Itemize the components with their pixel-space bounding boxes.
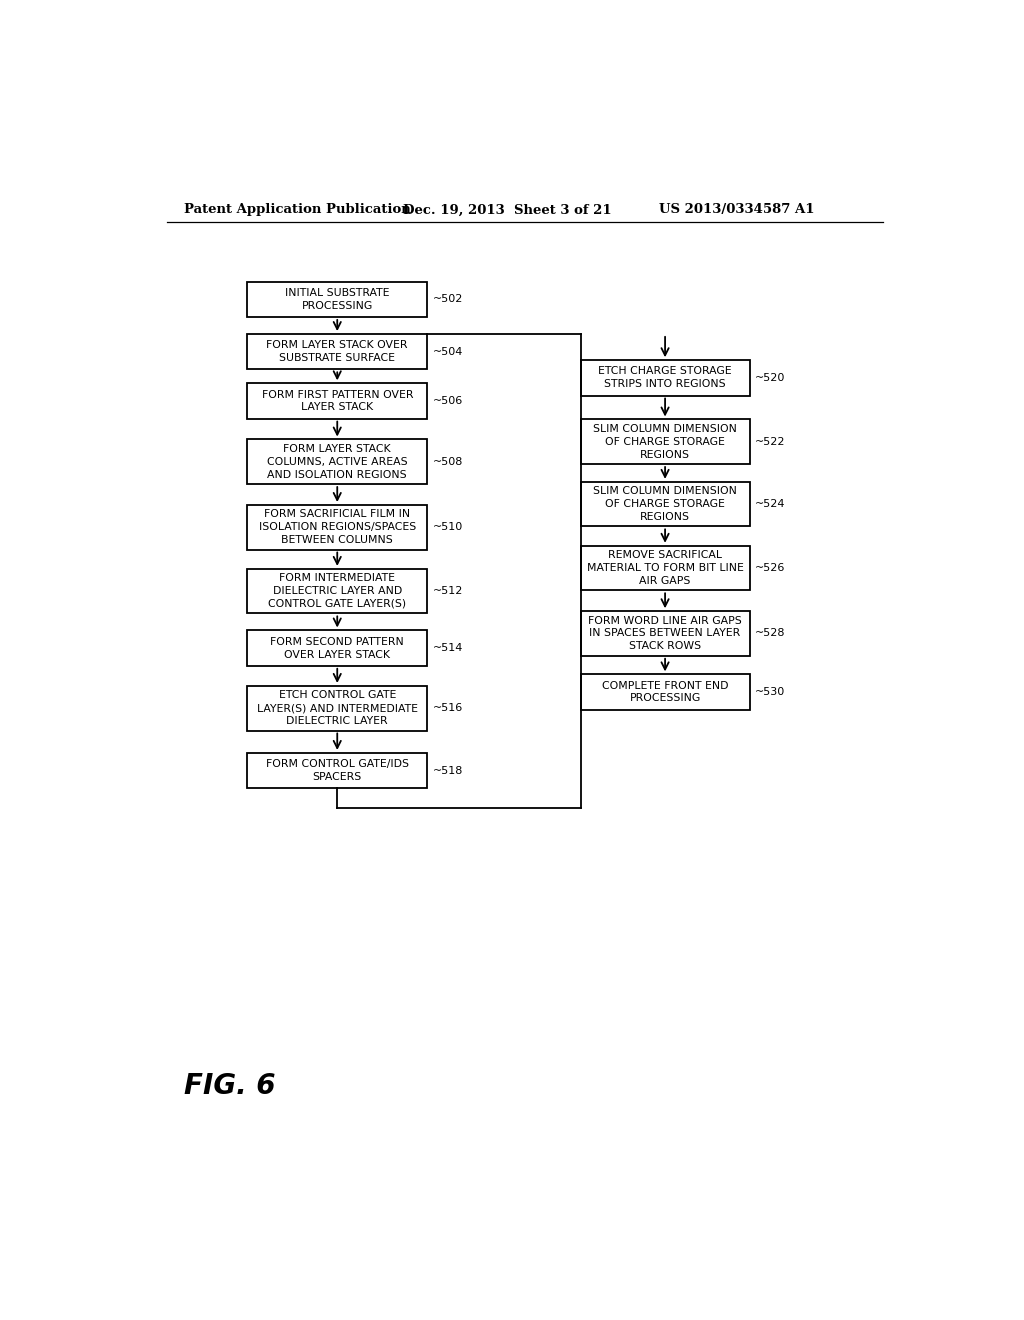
FancyBboxPatch shape [581, 675, 750, 710]
FancyBboxPatch shape [581, 545, 750, 590]
Text: FORM INTERMEDIATE
DIELECTRIC LAYER AND
CONTROL GATE LAYER(S): FORM INTERMEDIATE DIELECTRIC LAYER AND C… [268, 573, 407, 609]
Text: ETCH CONTROL GATE
LAYER(S) AND INTERMEDIATE
DIELECTRIC LAYER: ETCH CONTROL GATE LAYER(S) AND INTERMEDI… [257, 690, 418, 726]
FancyBboxPatch shape [248, 631, 427, 665]
FancyBboxPatch shape [581, 482, 750, 527]
FancyBboxPatch shape [248, 686, 427, 730]
FancyBboxPatch shape [248, 569, 427, 614]
Text: REMOVE SACRIFICAL
MATERIAL TO FORM BIT LINE
AIR GAPS: REMOVE SACRIFICAL MATERIAL TO FORM BIT L… [587, 550, 743, 586]
Text: ~514: ~514 [432, 643, 463, 653]
FancyBboxPatch shape [248, 752, 427, 788]
FancyBboxPatch shape [248, 383, 427, 418]
Text: ~506: ~506 [432, 396, 463, 407]
Text: FORM WORD LINE AIR GAPS
IN SPACES BETWEEN LAYER
STACK ROWS: FORM WORD LINE AIR GAPS IN SPACES BETWEE… [588, 615, 742, 651]
Text: Dec. 19, 2013  Sheet 3 of 21: Dec. 19, 2013 Sheet 3 of 21 [403, 203, 611, 216]
FancyBboxPatch shape [581, 420, 750, 465]
Text: FORM LAYER STACK
COLUMNS, ACTIVE AREAS
AND ISOLATION REGIONS: FORM LAYER STACK COLUMNS, ACTIVE AREAS A… [267, 444, 408, 479]
FancyBboxPatch shape [248, 440, 427, 484]
Text: ~510: ~510 [432, 523, 463, 532]
Text: ~522: ~522 [755, 437, 785, 446]
Text: FORM CONTROL GATE/IDS
SPACERS: FORM CONTROL GATE/IDS SPACERS [266, 759, 409, 781]
Text: COMPLETE FRONT END
PROCESSING: COMPLETE FRONT END PROCESSING [602, 681, 728, 704]
Text: ~516: ~516 [432, 704, 463, 713]
Text: INITIAL SUBSTRATE
PROCESSING: INITIAL SUBSTRATE PROCESSING [285, 288, 389, 310]
Text: SLIM COLUMN DIMENSION
OF CHARGE STORAGE
REGIONS: SLIM COLUMN DIMENSION OF CHARGE STORAGE … [593, 486, 737, 521]
Text: ~502: ~502 [432, 294, 463, 305]
Text: ~518: ~518 [432, 766, 463, 776]
FancyBboxPatch shape [248, 506, 427, 549]
Text: FORM SECOND PATTERN
OVER LAYER STACK: FORM SECOND PATTERN OVER LAYER STACK [270, 636, 404, 660]
Text: ~512: ~512 [432, 586, 463, 597]
FancyBboxPatch shape [581, 611, 750, 656]
Text: US 2013/0334587 A1: US 2013/0334587 A1 [658, 203, 814, 216]
Text: ~530: ~530 [755, 686, 785, 697]
Text: ~508: ~508 [432, 457, 463, 467]
Text: ~528: ~528 [755, 628, 785, 639]
Text: ~524: ~524 [755, 499, 785, 510]
FancyBboxPatch shape [248, 281, 427, 317]
Text: ETCH CHARGE STORAGE
STRIPS INTO REGIONS: ETCH CHARGE STORAGE STRIPS INTO REGIONS [598, 367, 732, 389]
FancyBboxPatch shape [581, 360, 750, 396]
Text: ~504: ~504 [432, 347, 463, 356]
FancyBboxPatch shape [248, 334, 427, 370]
Text: SLIM COLUMN DIMENSION
OF CHARGE STORAGE
REGIONS: SLIM COLUMN DIMENSION OF CHARGE STORAGE … [593, 424, 737, 459]
Text: ~520: ~520 [755, 372, 785, 383]
Text: FIG. 6: FIG. 6 [183, 1072, 275, 1101]
Text: FORM SACRIFICIAL FILM IN
ISOLATION REGIONS/SPACES
BETWEEN COLUMNS: FORM SACRIFICIAL FILM IN ISOLATION REGIO… [259, 510, 416, 545]
Text: ~526: ~526 [755, 564, 785, 573]
Text: Patent Application Publication: Patent Application Publication [183, 203, 411, 216]
Text: FORM FIRST PATTERN OVER
LAYER STACK: FORM FIRST PATTERN OVER LAYER STACK [261, 389, 413, 412]
Text: FORM LAYER STACK OVER
SUBSTRATE SURFACE: FORM LAYER STACK OVER SUBSTRATE SURFACE [266, 341, 408, 363]
